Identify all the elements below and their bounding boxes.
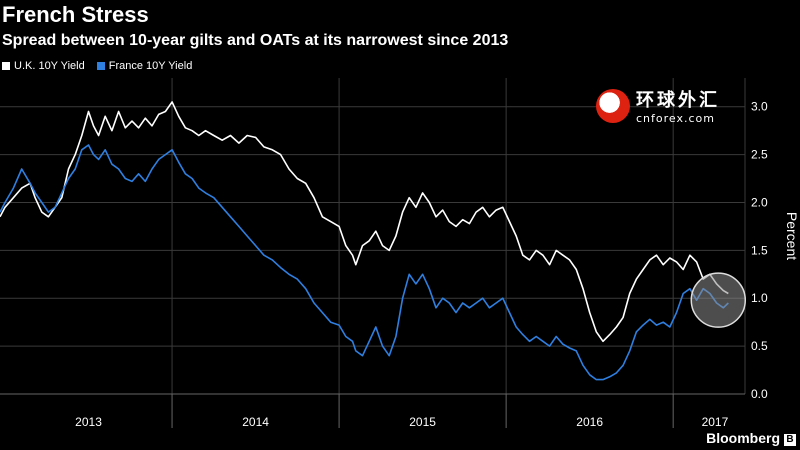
y-tick-label: 0.0 [751, 387, 768, 401]
chart-subtitle: Spread between 10-year gilts and OATs at… [2, 32, 509, 49]
y-axis-label: Percent [784, 212, 800, 260]
watermark: 环球外汇 cnforex.com [596, 86, 720, 125]
x-tick-label: 2015 [409, 415, 436, 429]
series-line-uk [0, 101, 729, 343]
watermark-url: cnforex.com [636, 112, 715, 125]
y-tick-label: 1.5 [751, 243, 768, 257]
bloomberg-mark-icon: B [784, 434, 796, 446]
y-tick-label: 1.0 [751, 291, 768, 305]
legend-label-france: France 10Y Yield [108, 60, 193, 72]
y-tick-label: 2.0 [751, 195, 768, 209]
cnforex-logo-icon [596, 88, 630, 123]
series-line-france [0, 144, 729, 381]
x-tick-label: 2013 [75, 415, 102, 429]
y-tick-label: 0.5 [751, 339, 768, 353]
bloomberg-brand: Bloomberg [706, 430, 780, 446]
x-tick-label: 2014 [242, 415, 269, 429]
watermark-cn-text: 环球外汇 [636, 90, 720, 110]
highlight-circle [690, 272, 747, 328]
legend-swatch-france [96, 62, 105, 70]
x-tick-label: 2017 [702, 415, 729, 429]
chart-title: French Stress [2, 2, 149, 27]
legend-swatch-uk [2, 62, 10, 70]
legend: U.K. 10Y Yield France 10Y Yield [2, 60, 200, 72]
y-tick-label: 3.0 [751, 100, 768, 114]
y-tick-label: 2.5 [751, 148, 768, 162]
x-tick-label: 2016 [576, 415, 603, 429]
legend-label-uk: U.K. 10Y Yield [14, 60, 85, 72]
